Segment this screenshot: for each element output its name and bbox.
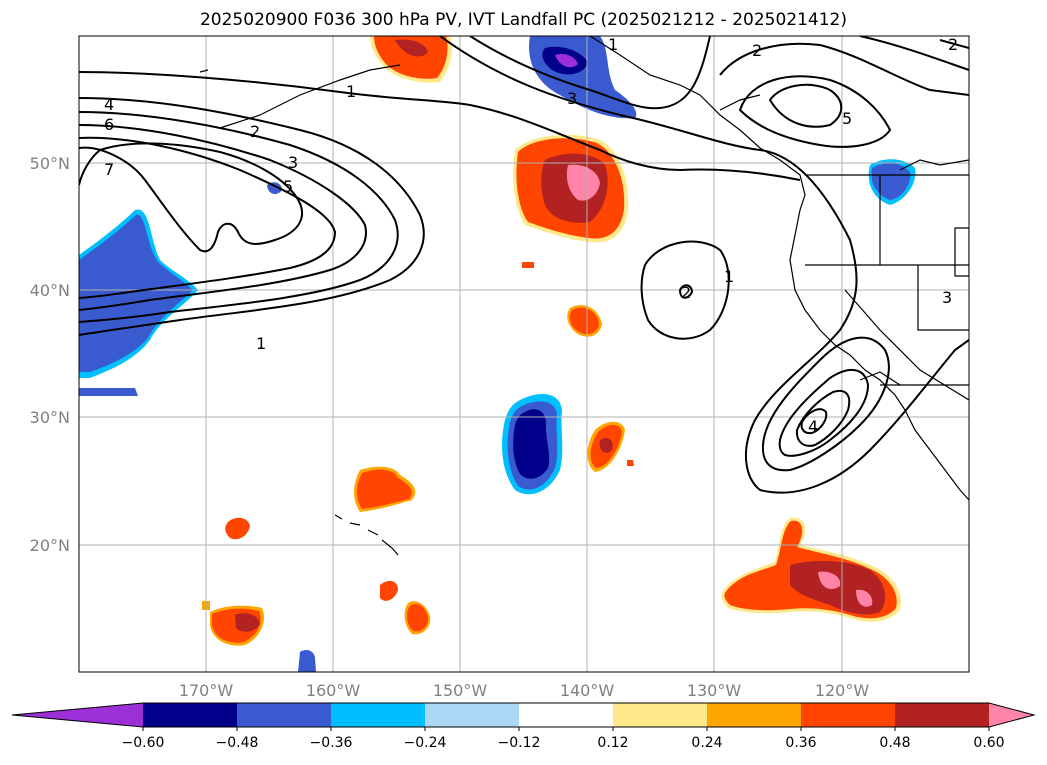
colorbar-tick-label: 0.24 (691, 735, 722, 751)
map-title: 2025020900 F036 300 hPa PV, IVT Landfall… (199, 10, 847, 30)
colorbar-segment (237, 703, 332, 727)
colorbar-segment (707, 703, 802, 727)
contour-label: 2 (681, 283, 691, 302)
contour-label: 2 (948, 35, 958, 54)
contour-label: 7 (104, 160, 114, 179)
lon-label: 140°W (560, 681, 615, 700)
contour-label: 1 (724, 267, 734, 286)
negative-anomaly-west (79, 182, 316, 672)
contour-label: 3 (288, 153, 298, 172)
negative-anomaly-center (502, 394, 563, 495)
contour-labels: 4 6 7 2 3 5 1 1 3 2 5 1 2 3 4 1 2 (104, 35, 958, 436)
colorbar-segment (613, 703, 708, 727)
colorbar-segment (895, 703, 990, 727)
contour-label: 2 (752, 41, 762, 60)
lon-label: 170°W (179, 681, 234, 700)
colorbar-extend-max (989, 703, 1034, 727)
lat-label: 30°N (30, 408, 70, 427)
colorbar-tick-label: −0.24 (404, 735, 447, 751)
contour-label: 4 (104, 95, 114, 114)
lon-label: 130°W (687, 681, 742, 700)
lat-label: 40°N (30, 281, 70, 300)
colorbar-tick-label: −0.36 (310, 735, 353, 751)
lon-label: 150°W (433, 681, 488, 700)
contour-label: 1 (608, 35, 618, 54)
colorbar-tick-label: −0.12 (498, 735, 541, 751)
colorbar-tick-label: 0.36 (785, 735, 816, 751)
latitude-labels: 50°N 40°N 30°N 20°N (30, 154, 70, 555)
contour-label: 5 (842, 109, 852, 128)
contour-label: 4 (808, 417, 818, 436)
longitude-labels: 170°W 160°W 150°W 140°W 130°W 120°W (179, 681, 870, 700)
plot-border (78, 35, 970, 673)
contour-label: 3 (942, 288, 952, 307)
contour-label: 1 (256, 334, 266, 353)
contour-label: 6 (104, 115, 114, 134)
lon-label: 120°W (815, 681, 870, 700)
colorbar: −0.60 −0.48 −0.36 −0.24 −0.12 0.12 0.24 0.36 0.4… (11, 702, 1036, 751)
contour-label: 2 (250, 122, 260, 141)
lon-label: 160°W (306, 681, 361, 700)
colorbar-tick-label: 0.48 (879, 735, 910, 751)
lat-label: 50°N (30, 154, 70, 173)
colorbar-segment (519, 703, 614, 727)
colorbar-segment (425, 703, 520, 727)
lat-label: 20°N (30, 536, 70, 555)
colorbar-extend-min (12, 703, 143, 727)
positive-anomaly-gulf-alaska (513, 134, 629, 243)
colorbar-tick-label: −0.48 (216, 735, 259, 751)
positive-anomaly-southeast (721, 517, 901, 622)
colorbar-segment (331, 703, 426, 727)
colorbar-tick-label: 0.60 (973, 735, 1004, 751)
colorbar-tick-label: 0.12 (597, 735, 628, 751)
graticule (79, 36, 969, 672)
contour-label: 3 (567, 89, 577, 108)
contour-label: 1 (346, 82, 356, 101)
colorbar-segment (143, 703, 238, 727)
contour-label: 5 (283, 177, 293, 196)
colorbar-segment (801, 703, 896, 727)
positive-anomaly-patches (202, 262, 634, 646)
colorbar-tick-label: −0.60 (122, 735, 165, 751)
coastlines (199, 36, 969, 556)
ivt-contours (79, 36, 969, 494)
positive-anomaly-top (370, 36, 452, 83)
